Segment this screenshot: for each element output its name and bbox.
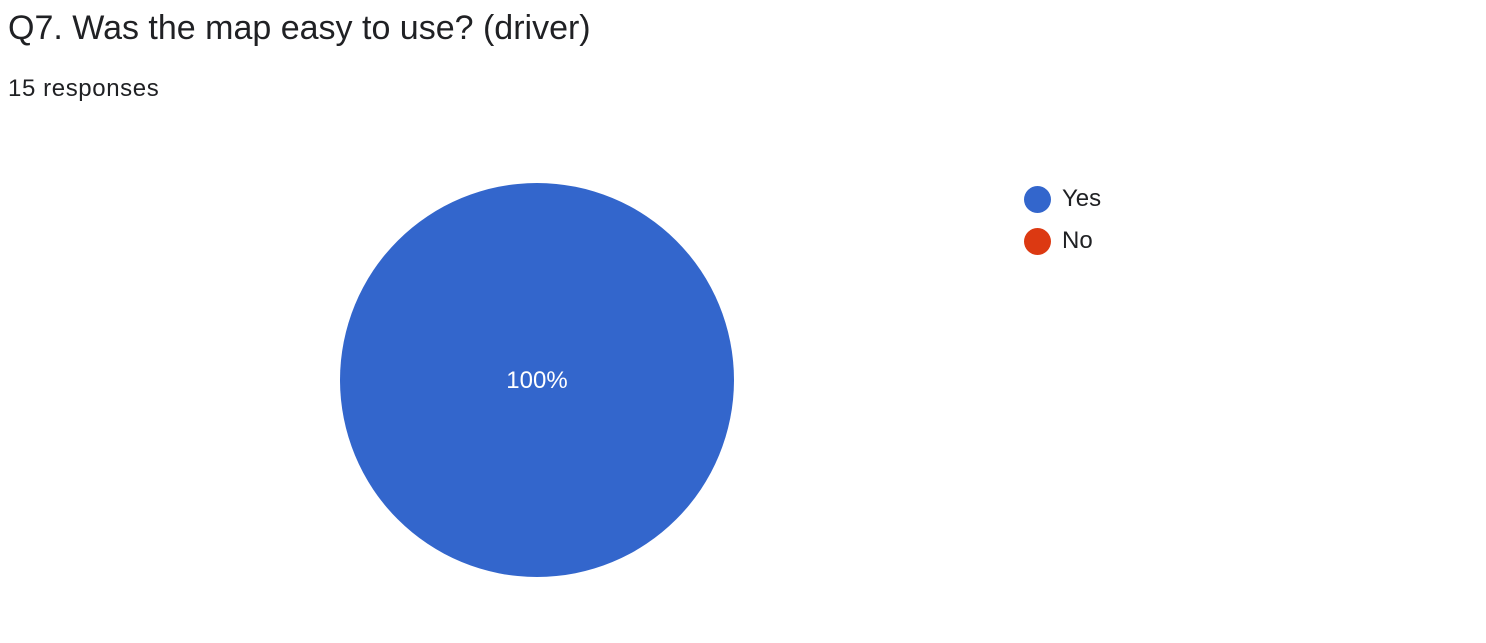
pie-slice-yes bbox=[340, 183, 734, 577]
pie-chart: 100% bbox=[340, 183, 734, 577]
legend-label-no: No bbox=[1062, 227, 1093, 254]
legend-item-no[interactable]: No bbox=[1024, 220, 1101, 262]
legend-label-yes: Yes bbox=[1062, 185, 1102, 212]
response-count: 15 responses bbox=[8, 75, 160, 102]
legend-item-yes[interactable]: Yes bbox=[1024, 178, 1101, 220]
legend-swatch-no bbox=[1024, 227, 1051, 255]
question-title: Q7. Was the map easy to use? (driver) bbox=[8, 9, 591, 47]
pie-slice-label-yes: 100% bbox=[506, 367, 567, 394]
chart-legend: Yes No bbox=[1024, 178, 1101, 262]
legend-swatch-yes bbox=[1024, 185, 1051, 213]
